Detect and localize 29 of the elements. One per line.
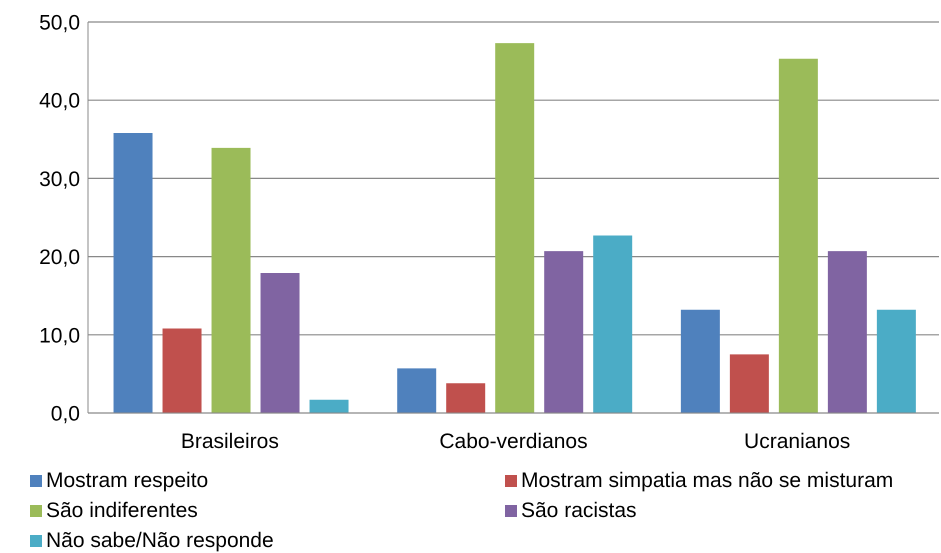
y-tick-label: 40,0 (39, 90, 80, 113)
bar (212, 148, 251, 413)
bar (593, 235, 632, 413)
y-tick-label: 10,0 (39, 324, 80, 348)
x-tick-label: Ucranianos (744, 430, 850, 453)
legend-label: Mostram respeito (45, 469, 210, 493)
bar (260, 273, 300, 413)
legend-label: Mostram simpatia mas não se misturam (520, 469, 894, 493)
bar (446, 383, 486, 413)
bar (544, 251, 584, 413)
legend-label: Não sabe/Não responde (45, 529, 275, 553)
y-tick-label: 50,0 (39, 11, 80, 34)
legend-label: São racistas (520, 499, 638, 523)
y-tick-label: 20,0 (39, 246, 80, 270)
x-tick-label: Brasileiros (180, 430, 279, 453)
bar (397, 368, 436, 413)
bar (162, 328, 202, 413)
bar (495, 43, 534, 413)
bar (680, 310, 720, 413)
bar (778, 58, 818, 413)
bar (310, 400, 349, 413)
legend-label: São indiferentes (45, 499, 199, 523)
bar (876, 310, 916, 413)
bar (828, 251, 867, 413)
y-tick-label: 30,0 (39, 168, 80, 191)
y-tick-label: 0,0 (50, 402, 80, 426)
bar (730, 354, 769, 413)
x-tick-label: Cabo-verdianos (439, 430, 588, 453)
bar (114, 133, 153, 413)
